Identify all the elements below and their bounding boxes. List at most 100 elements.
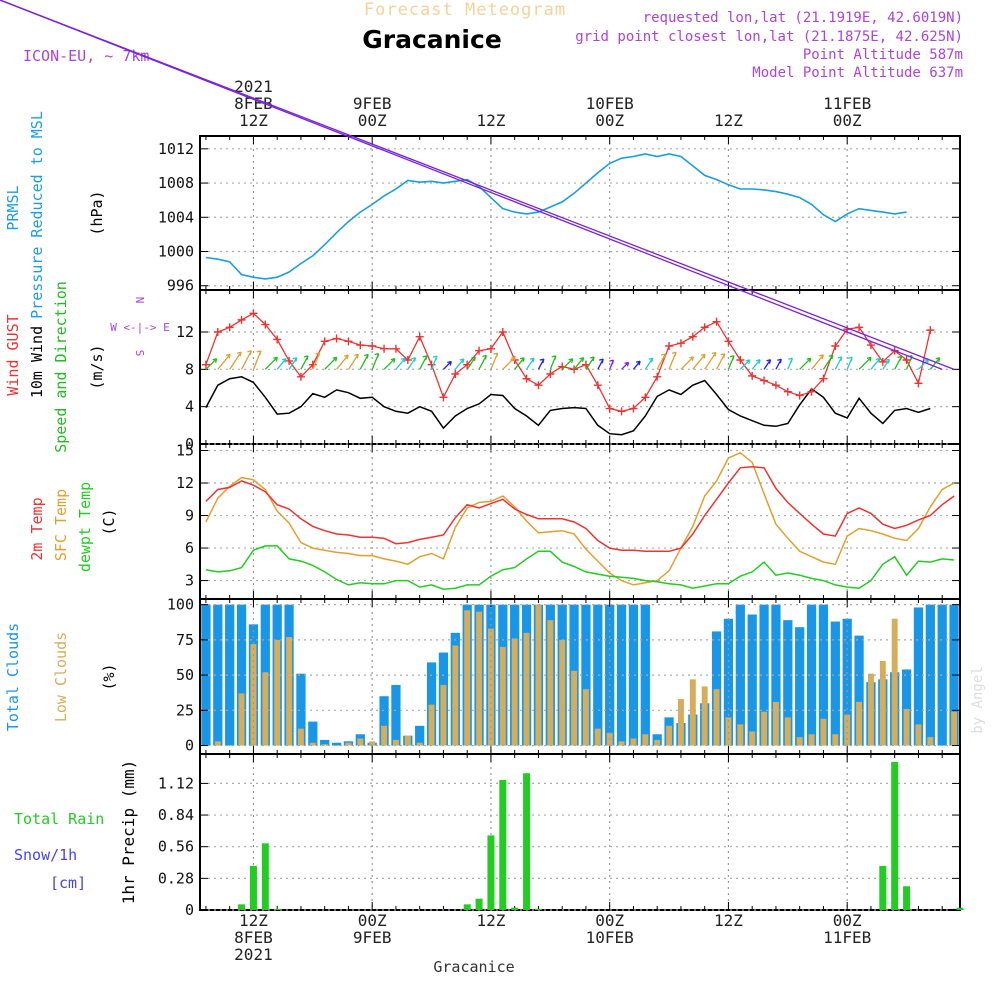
wind-speed-line (205, 376, 931, 436)
precip-tick-label: 0.84 (158, 806, 194, 824)
wind-direction-arrowhead (875, 357, 881, 363)
temp-tick-label: 3 (185, 572, 194, 590)
wind-direction-arrow (324, 356, 338, 370)
rain-bar (891, 761, 899, 910)
wind-direction-arrow (240, 350, 252, 370)
wind-gust-marker (427, 360, 436, 369)
rain-bar (511, 907, 519, 910)
low-clouds-bar (856, 701, 863, 746)
low-clouds-bar (428, 704, 435, 746)
wind-gust-marker (593, 381, 602, 390)
bottom-time-label: 00Z (595, 911, 624, 930)
wind-direction-arrowhead (344, 354, 349, 360)
wind-direction-arrow (229, 351, 242, 370)
dewpt-line (205, 545, 955, 590)
low-clouds-bar (559, 639, 566, 746)
clouds-unit: (%) (100, 663, 118, 690)
low-clouds-bar (499, 646, 506, 746)
wind-gust-marker (617, 407, 626, 416)
wind-gust-marker (308, 360, 317, 369)
location-title: Gracanice (362, 25, 502, 54)
low-clouds-bar (262, 672, 269, 746)
wind-direction-arrow (763, 359, 772, 370)
total-clouds-bar (628, 604, 639, 746)
low-clouds-bar (547, 620, 554, 746)
wind-direction-arrowhead (689, 356, 694, 362)
rain-bar (956, 907, 964, 910)
wind-direction-arrowhead (303, 355, 309, 361)
low-clouds-bar (274, 639, 281, 746)
low-clouds-bar (250, 644, 257, 746)
compass-we: W <-|-> E (110, 321, 170, 334)
wind-direction-arrowhead (364, 353, 369, 359)
total-clouds-bar (771, 604, 781, 746)
wind-direction-arrowhead (806, 357, 812, 363)
wind-direction-arrow (561, 358, 574, 370)
wind-gust-marker (285, 356, 294, 365)
top-time-label: 00Z (595, 111, 624, 130)
low-clouds-bar (927, 737, 934, 746)
low-clouds-bar (369, 741, 376, 746)
wind-direction-arrowhead (256, 350, 262, 356)
wind-direction-arrowhead (828, 354, 834, 360)
low-clouds-bar (832, 734, 839, 746)
rain-bar (249, 865, 257, 910)
total-clouds-bar (901, 669, 912, 746)
low-clouds-bar (345, 742, 352, 746)
wind-gust-marker (783, 387, 792, 396)
low-clouds-bar (867, 673, 874, 746)
low-clouds-bar (452, 645, 459, 746)
bottom-time-label: 11FEB (823, 928, 871, 947)
wind-gust-marker (368, 342, 377, 350)
wind-direction-arrow (870, 358, 881, 370)
total-clouds-bar (640, 604, 650, 746)
wind-gust-marker (451, 370, 460, 378)
rain-bar (475, 898, 483, 910)
wind-direction-arrow (692, 353, 706, 370)
low-clouds-bar (464, 610, 471, 746)
wind-direction-arrow (929, 357, 941, 370)
wind-direction-arrow (882, 359, 890, 370)
total-clouds-bar (652, 734, 662, 746)
wind-unit: (m/s) (88, 344, 106, 389)
wind-direction-arrow (751, 359, 761, 370)
total-clouds-bar (616, 604, 627, 746)
total-clouds-bar (426, 662, 437, 746)
total-clouds-bar (795, 627, 805, 746)
temp-tick-label: 6 (185, 539, 194, 557)
clouds-tick-label: 75 (176, 631, 194, 649)
wind-gust-marker (902, 356, 911, 364)
bottom-time-label: 12Z (714, 911, 743, 930)
total-clouds-bar (735, 604, 745, 746)
precip-tick-label: 0.28 (158, 869, 194, 887)
total-clouds-bar (225, 604, 235, 746)
wind-gust-marker (878, 357, 887, 366)
total-clouds-bar (830, 621, 840, 746)
wind-direction-arrowhead (400, 357, 406, 363)
wind-direction-arrow (383, 358, 396, 370)
total-clouds-bar (842, 618, 852, 746)
wind-gust-marker (914, 379, 923, 388)
total-clouds-bar (296, 673, 306, 746)
total-clouds-bar (331, 742, 342, 746)
rain-bar (523, 773, 531, 910)
wind-direction-arrow (621, 361, 629, 370)
wind-gust-marker (213, 328, 222, 336)
pressure-tick-label: 1000 (158, 243, 194, 261)
wind-direction-arrowhead (568, 358, 574, 363)
faded-title: Forecast Meteogram (364, 0, 566, 20)
wind-direction-arrow (407, 357, 417, 370)
low-clouds-bar (571, 670, 578, 746)
top-time-label: 12Z (714, 111, 743, 130)
wind-gust-marker (249, 309, 258, 318)
precip-tick-label: 0 (185, 901, 194, 919)
wind-direction-arrowhead (390, 357, 396, 363)
low-clouds-bar (523, 632, 530, 746)
top-time-label: 8FEB (234, 94, 273, 113)
total-clouds-bar (818, 604, 829, 746)
wind-gust-marker (605, 404, 614, 413)
wind-direction-arrowhead (599, 358, 604, 364)
wind-direction-arrowhead (866, 356, 872, 362)
low-clouds-bar (915, 724, 922, 746)
wind-gust-marker (866, 341, 875, 350)
